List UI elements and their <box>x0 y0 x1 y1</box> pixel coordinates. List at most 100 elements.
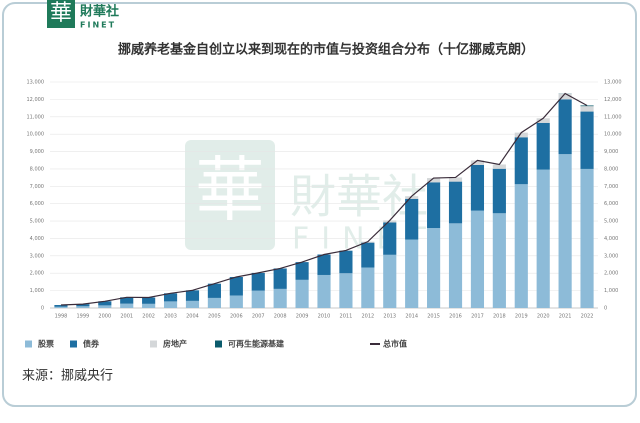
legend-label: 可再生能源基建 <box>228 339 285 349</box>
bar-segment <box>142 297 156 304</box>
bar-segment <box>317 274 331 308</box>
y2-tick-label: 12,000 <box>604 97 622 103</box>
bar-segment <box>54 305 68 307</box>
bar-segment <box>580 111 594 169</box>
x-tick-label: 2003 <box>164 314 177 320</box>
y-tick-label: 7,000 <box>30 184 44 190</box>
bar-segment <box>317 254 331 275</box>
bar-segment <box>558 154 572 308</box>
legend-swatch <box>25 340 32 348</box>
x-tick-label: 2020 <box>537 314 550 320</box>
legend-label: 债券 <box>83 339 100 349</box>
bar-segment <box>427 182 441 229</box>
bar-segment <box>120 303 134 308</box>
y-tick-label: 8,000 <box>30 166 44 172</box>
y2-tick-label: 6,000 <box>604 201 618 207</box>
x-tick-label: 2014 <box>405 314 418 320</box>
bar-segment <box>558 99 572 155</box>
bar-segment <box>229 276 243 296</box>
chart-title: 挪威养老基金自创立以来到现在的市值与投资组合分布（十亿挪威克朗） <box>118 42 534 58</box>
watermark-char: 華 <box>195 149 265 231</box>
bar-segment <box>558 93 572 100</box>
y-tick-label: 0 <box>41 306 44 312</box>
bar-segment <box>251 272 265 291</box>
y2-tick-label: 11,000 <box>604 114 622 120</box>
y-tick-label: 9,000 <box>30 149 44 155</box>
bar-segment <box>492 213 506 308</box>
x-tick-label: 2009 <box>296 314 309 320</box>
logo-char: 華 <box>50 1 72 26</box>
x-tick-label: 2019 <box>515 314 528 320</box>
bar-segment <box>383 222 397 255</box>
bar-segment <box>76 306 90 308</box>
bar-segment <box>273 288 287 308</box>
logo-en: FINET <box>80 21 116 30</box>
y-tick-label: 4,000 <box>30 236 44 242</box>
bar-segment <box>185 290 200 301</box>
x-tick-label: 2021 <box>559 314 572 320</box>
bar-segment <box>273 268 287 289</box>
bar-segment <box>427 228 441 308</box>
bar-segment <box>251 290 265 308</box>
x-tick-label: 2006 <box>230 314 243 320</box>
x-tick-label: 1998 <box>55 314 68 320</box>
y2-tick-label: 7,000 <box>604 184 618 190</box>
bar-segment <box>229 295 243 308</box>
bar-segment <box>163 301 178 308</box>
bar-segment <box>361 267 375 308</box>
bar-segment <box>470 164 485 211</box>
y2-tick-label: 8,000 <box>604 166 618 172</box>
x-tick-label: 2001 <box>120 314 133 320</box>
x-tick-label: 2015 <box>427 314 440 320</box>
bar-segment <box>405 239 419 308</box>
y-tick-label: 10,000 <box>27 132 45 138</box>
x-tick-label: 2013 <box>383 314 396 320</box>
y2-tick-label: 4,000 <box>604 236 618 242</box>
legend-label: 房地产 <box>163 339 187 349</box>
bar-segment <box>448 181 463 224</box>
x-tick-label: 2016 <box>449 314 462 320</box>
bar-segment <box>54 306 68 308</box>
bar-segment <box>514 184 528 308</box>
y-tick-label: 13,000 <box>27 80 45 86</box>
bar-segment <box>536 118 550 123</box>
x-tick-label: 2017 <box>471 314 484 320</box>
y2-tick-label: 0 <box>604 306 607 312</box>
bar-segment <box>361 242 375 268</box>
x-tick-label: 2007 <box>252 314 265 320</box>
y-tick-label: 2,000 <box>30 271 44 277</box>
bar-segment <box>492 164 506 169</box>
bar-segment <box>448 177 463 182</box>
x-tick-label: 1999 <box>77 314 90 320</box>
bar-segment <box>492 168 506 214</box>
x-tick-label: 2002 <box>142 314 155 320</box>
legend-swatch <box>70 340 77 348</box>
bar-segment <box>339 273 353 308</box>
bar-segment <box>536 169 550 308</box>
bar-segment <box>405 198 419 240</box>
watermark-en: FINET <box>292 222 438 257</box>
y-tick-label: 12,000 <box>27 97 45 103</box>
y2-tick-label: 10,000 <box>604 132 622 138</box>
source: 来源：挪威央行 <box>22 369 113 384</box>
y2-tick-label: 2,000 <box>604 271 618 277</box>
y2-tick-label: 5,000 <box>604 219 618 225</box>
legend-swatch <box>215 340 222 348</box>
legend-label: 股票 <box>38 339 54 349</box>
bar-segment <box>470 210 485 308</box>
x-tick-label: 2004 <box>186 314 199 320</box>
x-tick-label: 2000 <box>98 314 111 320</box>
y2-tick-label: 13,000 <box>604 80 622 86</box>
bar-segment <box>207 297 221 308</box>
bar-segment <box>448 223 463 308</box>
legend-label: 总市值 <box>383 339 407 349</box>
bar-segment <box>580 168 594 308</box>
bar-segment <box>405 196 419 199</box>
bar-segment <box>383 254 397 308</box>
y-tick-label: 6,000 <box>30 201 44 207</box>
bar-segment <box>142 303 156 308</box>
bar-segment <box>98 305 112 308</box>
x-tick-label: 2005 <box>208 314 221 320</box>
x-tick-label: 2010 <box>318 314 331 320</box>
y-tick-label: 3,000 <box>30 253 44 259</box>
